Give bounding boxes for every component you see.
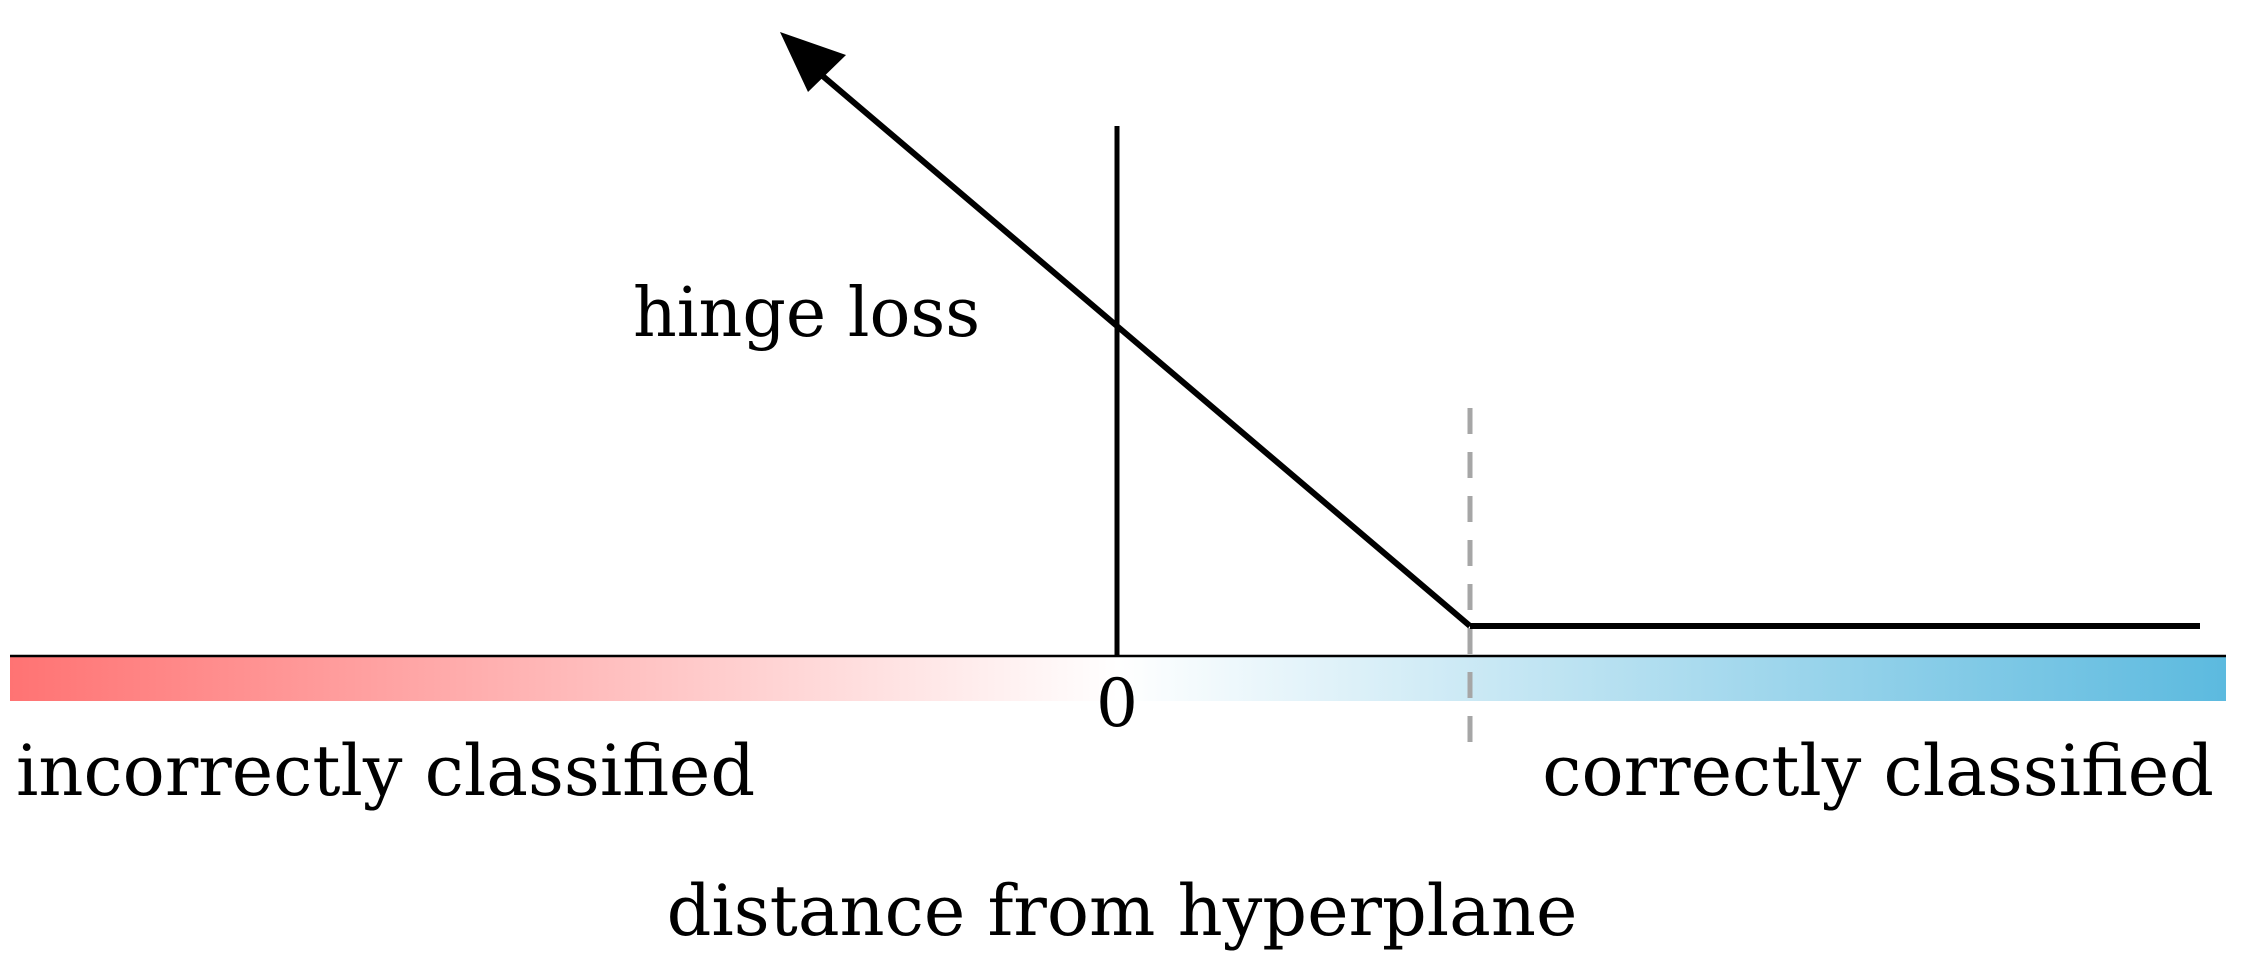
hinge-loss-arrowhead — [780, 32, 846, 92]
incorrectly-classified-label: incorrectly classified — [16, 730, 755, 812]
axis-label: distance from hyperplane — [667, 870, 1578, 952]
correctly-classified-label: correctly classified — [1542, 730, 2214, 812]
zero-tick-label: 0 — [1096, 665, 1138, 742]
hinge-loss-slope — [816, 69, 1472, 629]
classification-gradient-bar — [10, 656, 2226, 701]
hinge-loss-label: hinge loss — [633, 274, 980, 353]
